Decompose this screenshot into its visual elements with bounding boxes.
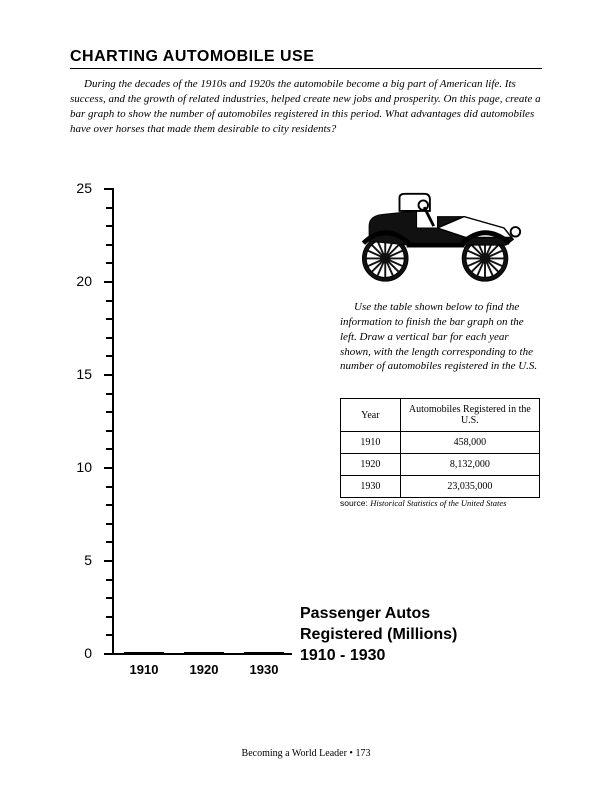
y-tick-0 <box>104 653 114 655</box>
y-minor-tick <box>106 207 114 209</box>
y-minor-tick <box>106 504 114 506</box>
y-label-25: 25 <box>76 180 92 196</box>
col-year-header: Year <box>341 399 401 432</box>
y-label-15: 15 <box>76 366 92 382</box>
y-label-10: 10 <box>76 459 92 475</box>
y-minor-tick <box>106 634 114 636</box>
y-tick-5 <box>104 560 114 562</box>
table-row: 1930 23,035,000 <box>341 476 540 498</box>
cell-value: 458,000 <box>400 432 539 454</box>
y-label-20: 20 <box>76 273 92 289</box>
automobile-illustration <box>340 190 535 285</box>
y-minor-tick <box>106 579 114 581</box>
cell-value: 23,035,000 <box>400 476 539 498</box>
cell-year: 1910 <box>341 432 401 454</box>
intro-paragraph: During the decades of the 1910s and 1920… <box>70 77 542 136</box>
y-tick-25 <box>104 188 114 190</box>
y-tick-20 <box>104 281 114 283</box>
y-minor-tick <box>106 393 114 395</box>
y-minor-tick <box>106 337 114 339</box>
y-minor-tick <box>106 616 114 618</box>
chart-title-line2: Registered (Millions) <box>300 625 457 646</box>
chart-title: Passenger Autos Registered (Millions) 19… <box>300 604 457 666</box>
x-label-1920: 1920 <box>190 662 219 677</box>
y-minor-tick <box>106 318 114 320</box>
y-minor-tick <box>106 262 114 264</box>
source-label: source: <box>340 498 370 508</box>
y-label-0: 0 <box>84 645 92 661</box>
table-header-row: Year Automobiles Registered in the U.S. <box>341 399 540 432</box>
y-minor-tick <box>106 448 114 450</box>
cell-year: 1930 <box>341 476 401 498</box>
bar-1920 <box>184 652 224 655</box>
table-source: source: Historical Statistics of the Uni… <box>340 498 540 508</box>
x-label-1910: 1910 <box>130 662 159 677</box>
y-tick-15 <box>104 374 114 376</box>
source-text: Historical Statistics of the United Stat… <box>370 498 506 508</box>
y-minor-tick <box>106 430 114 432</box>
chart-title-line1: Passenger Autos <box>300 604 457 625</box>
bar-chart: 0 5 10 15 20 25 1910 1920 1930 <box>78 190 278 670</box>
data-table: Year Automobiles Registered in the U.S. … <box>340 398 540 498</box>
table-row: 1910 458,000 <box>341 432 540 454</box>
y-label-5: 5 <box>84 552 92 568</box>
y-minor-tick <box>106 523 114 525</box>
y-minor-tick <box>106 244 114 246</box>
y-minor-tick <box>106 225 114 227</box>
y-axis <box>112 190 114 655</box>
footer-page: 173 <box>355 748 370 759</box>
y-minor-tick <box>106 486 114 488</box>
y-tick-10 <box>104 467 114 469</box>
y-minor-tick <box>106 411 114 413</box>
cell-year: 1920 <box>341 454 401 476</box>
y-minor-tick <box>106 300 114 302</box>
y-minor-tick <box>106 597 114 599</box>
bar-1930 <box>244 652 284 655</box>
x-label-1930: 1930 <box>250 662 279 677</box>
table-row: 1920 8,132,000 <box>341 454 540 476</box>
cell-value: 8,132,000 <box>400 454 539 476</box>
col-value-header: Automobiles Registered in the U.S. <box>400 399 539 432</box>
y-minor-tick <box>106 541 114 543</box>
chart-title-line3: 1910 - 1930 <box>300 646 457 667</box>
y-minor-tick <box>106 355 114 357</box>
footer-book: Becoming a World Leader <box>242 748 347 759</box>
page-title: CHARTING AUTOMOBILE USE <box>70 48 542 69</box>
instructions-paragraph: Use the table shown below to find the in… <box>340 300 540 374</box>
page-footer: Becoming a World Leader • 173 <box>0 748 612 759</box>
bar-1910 <box>124 652 164 655</box>
